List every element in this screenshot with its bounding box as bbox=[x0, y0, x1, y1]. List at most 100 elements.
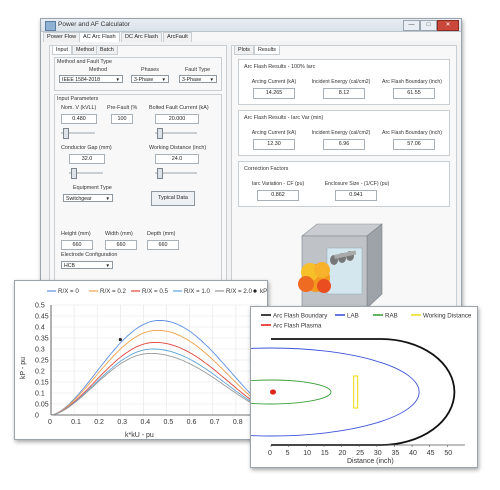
fault-type-select[interactable]: 3-Phase ▼ bbox=[179, 75, 217, 83]
kp-chart-axes: 00.10.20.30.40.50.60.70.80.900.050.10.15… bbox=[35, 303, 266, 427]
incident-energy-value: 8.12 bbox=[323, 88, 365, 99]
working-distance-input[interactable]: 24.0 bbox=[155, 154, 199, 164]
nom-voltage-label: Nom. V (kVLL) bbox=[61, 105, 97, 111]
legend-label: R/X = 0.5 bbox=[142, 288, 169, 295]
x-tick-label: 15 bbox=[321, 450, 329, 457]
arcing-current-min-label: Arcing Current (kA) bbox=[251, 130, 297, 136]
afb-min-value: 57.06 bbox=[393, 139, 435, 150]
prefault-input[interactable]: 100 bbox=[111, 114, 133, 124]
afb-label: Arc Flash Boundary (inch) bbox=[382, 79, 442, 85]
boundary-chart-axes: 0 5 10 15 20 25 30 35 40 45 50 bbox=[268, 444, 465, 457]
slider-thumb[interactable] bbox=[63, 128, 69, 139]
maximize-button[interactable]: □ bbox=[420, 20, 437, 31]
incident-energy-min-label: Incident Energy (cal/cm2) bbox=[311, 130, 371, 136]
tab-power-flow[interactable]: Power Flow bbox=[43, 32, 81, 42]
legend-label: Arc Flash Plasma bbox=[273, 322, 322, 329]
y-tick-label: 0 bbox=[35, 413, 39, 420]
tab-batch[interactable]: Batch bbox=[96, 45, 118, 55]
iarc-variation-value: 0.862 bbox=[257, 190, 299, 201]
bolted-fault-label: Bolted Fault Current (kA) bbox=[149, 105, 209, 111]
slider-thumb[interactable] bbox=[157, 128, 163, 139]
fault-type-label: Fault Type bbox=[185, 67, 211, 73]
bolted-fault-slider[interactable] bbox=[155, 128, 197, 139]
arcing-current-min-value: 12.30 bbox=[253, 139, 295, 150]
y-tick-label: 0.45 bbox=[35, 314, 49, 321]
prefault-label: Pre-Fault (% bbox=[107, 105, 138, 111]
method-group: Method and Fault Type Method IEEE 1584-2… bbox=[54, 57, 222, 91]
nom-voltage-input[interactable]: 0.480 bbox=[61, 114, 97, 124]
tab-dc-arc-flash[interactable]: DC Arc Flash bbox=[121, 32, 162, 42]
typical-data-button[interactable]: Typical Data bbox=[151, 191, 195, 206]
x-tick-label: 50 bbox=[444, 450, 452, 457]
y-tick-label: 0.4 bbox=[35, 325, 45, 332]
working-distance-slider[interactable] bbox=[155, 168, 197, 179]
y-tick-label: 0.35 bbox=[35, 336, 49, 343]
x-tick-label: 30 bbox=[374, 450, 382, 457]
tab-plots[interactable]: Plots bbox=[234, 45, 254, 55]
kp-chart-legend: R/X = 0 R/X = 0.2 R/X = 0.5 R/X = 1.0 R/X = … bbox=[47, 288, 267, 295]
lab-curve bbox=[122, 347, 420, 437]
minimize-button[interactable]: — bbox=[403, 20, 420, 31]
y-tick-label: 0.5 bbox=[35, 303, 45, 310]
legend-label: kP bbox=[260, 288, 267, 295]
arc-flash-boundary-curve bbox=[271, 338, 456, 446]
enclosure-size-value: 0.941 bbox=[335, 190, 377, 201]
phases-select[interactable]: 3-Phase ▼ bbox=[131, 75, 169, 83]
equipment-type-label: Equipment Type bbox=[73, 185, 112, 191]
legend-label: Arc Flash Boundary bbox=[273, 312, 328, 319]
boundary-chart-xlabel: Distance (inch) bbox=[347, 458, 394, 465]
legend-label: RAB bbox=[385, 312, 398, 319]
nom-voltage-slider[interactable] bbox=[61, 128, 95, 139]
tab-results[interactable]: Results bbox=[254, 45, 280, 55]
x-tick-label: 0 bbox=[268, 450, 272, 457]
arc-flash-plasma-marker bbox=[270, 389, 276, 395]
incident-energy-label: Incident Energy (cal/cm2) bbox=[311, 79, 371, 85]
conductor-gap-slider[interactable] bbox=[69, 168, 103, 179]
bolted-fault-input[interactable]: 20.000 bbox=[155, 114, 199, 124]
kp-chart: R/X = 0 R/X = 0.2 R/X = 0.5 R/X = 1.0 R/X = … bbox=[20, 288, 267, 439]
y-tick-label: 0.2 bbox=[35, 369, 45, 376]
arc-flash-plasma-icon bbox=[298, 262, 331, 293]
correction-group: Correction Factors Iarc Variation - CF (… bbox=[238, 161, 450, 207]
input-parameters-title: Input Parameters bbox=[57, 96, 99, 102]
main-tabs: Power Flow AC Arc Flash DC Arc Flash Arc… bbox=[41, 32, 461, 42]
tab-arcfault[interactable]: ArcFault bbox=[163, 32, 192, 42]
electrode-config-select[interactable]: HCB ▼ bbox=[61, 261, 113, 269]
method-select[interactable]: IEEE 1584-2018 ▼ bbox=[59, 75, 123, 83]
slider-thumb[interactable] bbox=[71, 168, 77, 179]
boundary-chart-plot bbox=[122, 338, 456, 446]
tab-input[interactable]: Input bbox=[52, 45, 72, 55]
close-button[interactable]: ✕ bbox=[437, 20, 459, 31]
depth-input[interactable]: 660 bbox=[147, 240, 179, 250]
series-line bbox=[50, 348, 260, 416]
legend-label: R/X = 0 bbox=[58, 288, 79, 295]
kp-chart-xlabel: k*kU - pu bbox=[125, 432, 154, 439]
working-distance-label: Working Distance (inch) bbox=[149, 145, 207, 151]
x-tick-label: 45 bbox=[427, 450, 435, 457]
height-input[interactable]: 660 bbox=[61, 240, 93, 250]
conductor-gap-input[interactable]: 32.0 bbox=[69, 154, 105, 164]
enclosure-side bbox=[366, 223, 383, 309]
enclosure-illustration bbox=[298, 223, 383, 309]
x-tick-label: 10 bbox=[303, 450, 311, 457]
tab-method[interactable]: Method bbox=[72, 45, 98, 55]
y-tick-label: 0.1 bbox=[35, 391, 45, 398]
app-icon bbox=[45, 21, 56, 31]
kp-chart-grid bbox=[50, 304, 260, 416]
equipment-type-select[interactable]: Switchgear ▼ bbox=[63, 194, 113, 202]
afb-value: 61.55 bbox=[393, 88, 435, 99]
series-line bbox=[50, 329, 260, 416]
window-title: Power and AF Calculator bbox=[58, 21, 130, 28]
slider-thumb[interactable] bbox=[157, 168, 163, 179]
results-100-title: Arc Flash Results - 100% Iarc bbox=[244, 64, 316, 70]
x-tick-label: 0.3 bbox=[117, 419, 127, 426]
x-tick-label: 0.1 bbox=[71, 419, 81, 426]
method-label: Method bbox=[89, 67, 107, 73]
legend-label: LAB bbox=[347, 312, 359, 319]
results-100-group: Arc Flash Results - 100% Iarc Arcing Cur… bbox=[238, 59, 450, 105]
incident-energy-min-value: 6.96 bbox=[323, 139, 365, 150]
width-input[interactable]: 660 bbox=[105, 240, 137, 250]
y-tick-label: 0.3 bbox=[35, 347, 45, 354]
boundary-chart-legend: Arc Flash Boundary LAB RAB Working Distance… bbox=[261, 312, 472, 329]
tab-ac-arc-flash[interactable]: AC Arc Flash bbox=[79, 32, 120, 42]
